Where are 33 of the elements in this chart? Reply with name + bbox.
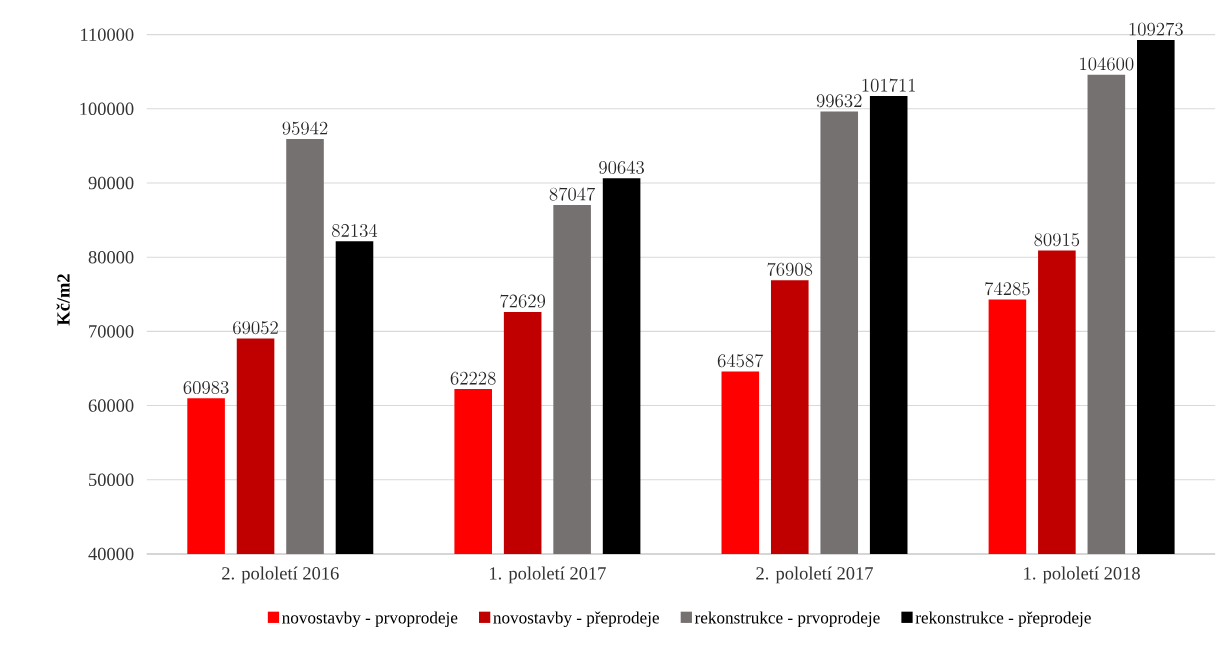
legend-label: novostavby - prvoprodeje: [282, 611, 458, 628]
x-tick-label: 2. pololetí 2016: [222, 566, 339, 584]
data-label: 74285: [985, 282, 1030, 296]
x-tick-label: 1. pololetí 2018: [1024, 566, 1140, 584]
legend-label: rekonstrukce - přeprodeje: [915, 611, 1091, 628]
data-label: 90643: [599, 160, 644, 174]
legend-label: novostavby - přeprodeje: [493, 611, 659, 628]
data-label: 80915: [1034, 233, 1080, 247]
data-label: 69052: [233, 321, 278, 335]
data-label: 104600: [1080, 57, 1134, 71]
data-label: 72629: [500, 294, 546, 308]
data-label: 99632: [816, 94, 862, 108]
legend-label: rekonstrukce - prvoprodeje: [694, 611, 880, 628]
data-label: 60983: [183, 381, 229, 395]
y-tick-label: 100000: [80, 102, 134, 116]
y-tick-label: 40000: [88, 547, 134, 561]
data-label: 109273: [1129, 22, 1183, 36]
x-tick-label: 2. pololetí 2017: [756, 566, 873, 584]
data-label: 62228: [450, 371, 496, 385]
data-label: 82134: [332, 223, 378, 238]
data-label: 87047: [549, 187, 596, 201]
y-axis-title: Kč/m2: [56, 274, 70, 326]
y-tick-label: 50000: [89, 473, 134, 487]
y-tick-label: 60000: [88, 399, 134, 412]
y-tick-label: 90000: [88, 176, 134, 190]
y-tick-label: 110000: [81, 28, 134, 41]
data-label: 64587: [717, 354, 764, 368]
y-tick-label: 80000: [88, 251, 134, 264]
data-label: 95942: [282, 121, 328, 135]
x-tick-label: 1. pololetí 2017: [490, 566, 606, 584]
y-tick-label: 70000: [89, 325, 134, 338]
data-label: 101711: [862, 78, 916, 92]
data-label: 76908: [767, 262, 813, 276]
